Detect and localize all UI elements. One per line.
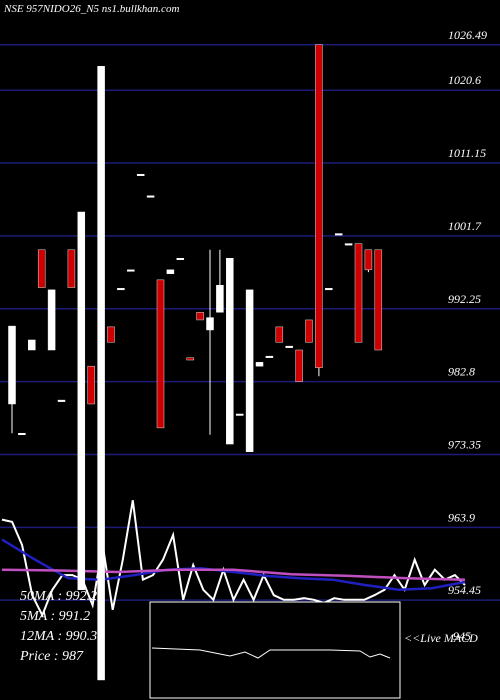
- y-tick-label: 992.25: [448, 292, 481, 306]
- y-tick-label: 1026.49: [448, 28, 487, 42]
- candle-body: [77, 211, 86, 591]
- candle-body: [57, 399, 66, 402]
- candle-body: [196, 311, 204, 321]
- candle-body: [265, 355, 274, 358]
- candle-body: [275, 326, 284, 343]
- candle-body: [176, 258, 185, 261]
- candle-body: [156, 279, 165, 429]
- candle-body: [315, 44, 323, 368]
- candle-body: [97, 66, 105, 681]
- y-tick-label: 954.45: [448, 583, 481, 597]
- candle-body: [334, 233, 343, 236]
- macd-line: [151, 647, 391, 659]
- candle-body: [146, 195, 155, 198]
- y-tick-label: 982.8: [448, 365, 475, 379]
- candle-body: [295, 349, 303, 382]
- candles: [8, 44, 383, 681]
- info-text: 5MA : 991.2: [20, 609, 90, 624]
- candle-body: [325, 288, 333, 291]
- candle-body: [206, 317, 214, 331]
- y-tick-label: 963.9: [448, 510, 475, 524]
- info-panel: 50MA : 992.2 5MA : 991.2 12MA : 990.3 Price…: [19, 589, 97, 664]
- candle-body: [226, 258, 234, 445]
- candle-body: [344, 243, 353, 246]
- candle-body: [18, 433, 26, 436]
- candle-body: [28, 339, 36, 351]
- candle-body: [364, 249, 373, 271]
- candle-body: [216, 284, 224, 313]
- y-tick-label: 1020.6: [448, 73, 481, 87]
- candle-body: [8, 325, 16, 405]
- candle-body: [37, 249, 46, 288]
- info-text: Price : 987: [19, 649, 84, 664]
- candle-body: [127, 269, 135, 272]
- candle-body: [354, 243, 363, 343]
- info-text: 50MA : 992.2: [20, 589, 97, 604]
- y-tick-label: 1011.15: [448, 146, 486, 160]
- y-tick-label: 1001.7: [448, 219, 482, 233]
- candle-body: [107, 326, 115, 343]
- candle-body: [235, 413, 244, 416]
- y-tick-label: 973.35: [448, 437, 481, 451]
- macd-value: 945: [453, 629, 471, 643]
- candle-body: [186, 357, 194, 361]
- macd-label: <<Live MACD: [404, 631, 478, 645]
- candle-body: [67, 249, 76, 288]
- candle-body: [245, 289, 254, 453]
- candle-body: [47, 289, 56, 351]
- chart-title: NSE 957NIDO26_N5 ns1.bullkhan.com: [3, 3, 179, 15]
- candle-body: [117, 288, 125, 291]
- candle-body: [285, 345, 293, 348]
- candle-body: [305, 319, 313, 343]
- candle-body: [166, 269, 175, 274]
- candle-body: [87, 365, 95, 405]
- candle-body: [255, 362, 264, 367]
- candle-body: [374, 249, 383, 351]
- candle-body: [136, 173, 145, 176]
- info-text: 12MA : 990.3: [20, 629, 97, 644]
